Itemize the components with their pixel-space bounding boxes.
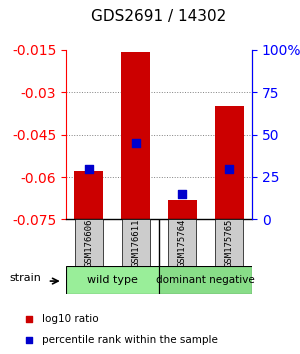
Point <box>26 316 31 321</box>
Bar <box>74 171 103 219</box>
FancyBboxPatch shape <box>159 266 252 294</box>
FancyBboxPatch shape <box>215 219 243 266</box>
Bar <box>122 52 150 219</box>
Text: GSM176606: GSM176606 <box>85 218 94 267</box>
Point <box>180 191 185 197</box>
FancyBboxPatch shape <box>66 266 159 294</box>
Point <box>86 166 91 171</box>
Point <box>133 140 138 146</box>
Text: GSM175764: GSM175764 <box>178 218 187 267</box>
FancyBboxPatch shape <box>168 219 196 266</box>
FancyBboxPatch shape <box>122 219 150 266</box>
Point <box>227 166 232 171</box>
Text: GDS2691 / 14302: GDS2691 / 14302 <box>92 9 226 24</box>
FancyBboxPatch shape <box>75 219 103 266</box>
Text: wild type: wild type <box>87 275 138 285</box>
Text: GSM175765: GSM175765 <box>224 218 233 267</box>
Text: log10 ratio: log10 ratio <box>42 314 99 324</box>
Bar <box>168 200 196 219</box>
Bar <box>215 106 244 219</box>
Text: dominant negative: dominant negative <box>156 275 255 285</box>
Text: percentile rank within the sample: percentile rank within the sample <box>42 335 218 345</box>
Text: strain: strain <box>10 273 42 283</box>
Text: GSM176611: GSM176611 <box>131 218 140 267</box>
Point <box>26 337 31 343</box>
